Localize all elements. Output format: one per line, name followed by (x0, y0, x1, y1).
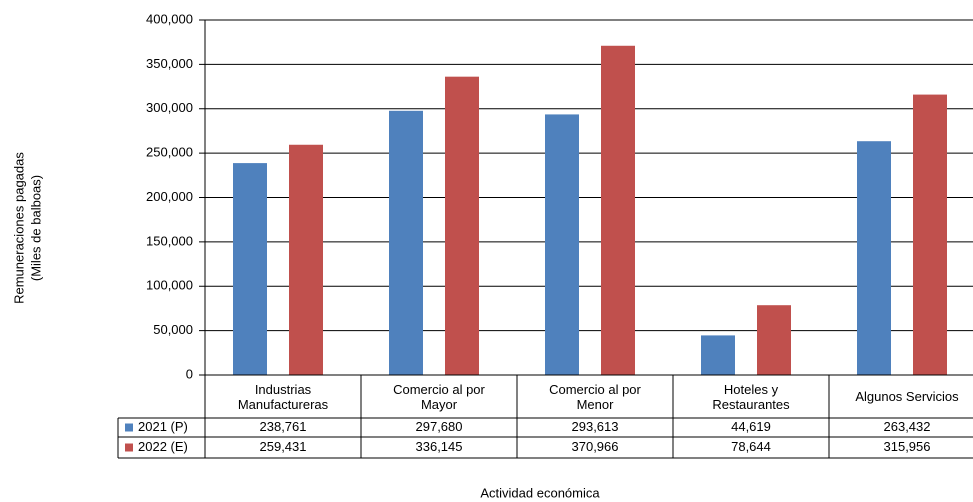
bar (857, 141, 891, 375)
y-tick-label: 150,000 (146, 233, 193, 248)
y-tick-label: 400,000 (146, 11, 193, 26)
x-tick-label: Industrias Manufactureras (237, 381, 329, 412)
table-value: 44,619 (731, 419, 771, 434)
bar (233, 163, 267, 375)
category-cell: Industrias Manufactureras (237, 381, 329, 412)
x-tick-label: Comercio al por Menor (549, 381, 641, 412)
x-tick-label: Comercio al por Mayor (393, 381, 485, 412)
table-value: 263,432 (884, 419, 931, 434)
bar (757, 305, 791, 375)
category-cell: Hoteles y Restaurantes (712, 381, 790, 412)
table-value: 293,613 (572, 419, 619, 434)
y-axis-title: (Miles de balboas) (28, 175, 43, 281)
y-tick-label: 100,000 (146, 278, 193, 293)
category-cell: Comercio al por Mayor (393, 381, 485, 412)
y-tick-label: 0 (186, 366, 193, 381)
y-axis-title: Remuneraciones pagadas (11, 152, 26, 304)
x-tick-label: Algunos Servicios (855, 389, 959, 404)
legend-swatch (125, 423, 133, 432)
category-cell: Algunos Servicios (855, 389, 959, 404)
bar (545, 114, 579, 376)
legend-label: 2022 (E) (138, 439, 188, 454)
y-tick-label: 350,000 (146, 56, 193, 71)
table-value: 259,431 (260, 439, 307, 454)
bar (701, 335, 735, 375)
legend-label: 2021 (P) (138, 419, 188, 434)
table-value: 238,761 (260, 419, 307, 434)
table-value: 297,680 (416, 419, 463, 434)
bar (913, 94, 947, 375)
y-tick-label: 250,000 (146, 145, 193, 160)
table-value: 78,644 (731, 439, 771, 454)
bar (289, 144, 323, 375)
category-cell: Comercio al por Menor (549, 381, 641, 412)
y-tick-label: 50,000 (153, 322, 193, 337)
x-tick-label: Hoteles y Restaurantes (712, 381, 790, 412)
legend-swatch (125, 443, 133, 452)
bar (389, 110, 423, 376)
y-tick-label: 200,000 (146, 189, 193, 204)
table-value: 336,145 (416, 439, 463, 454)
table-value: 315,956 (884, 439, 931, 454)
bar (601, 45, 635, 376)
table-value: 370,966 (572, 439, 619, 454)
bar (445, 76, 479, 375)
y-tick-label: 300,000 (146, 100, 193, 115)
x-axis-title: Actividad económica (480, 485, 600, 500)
